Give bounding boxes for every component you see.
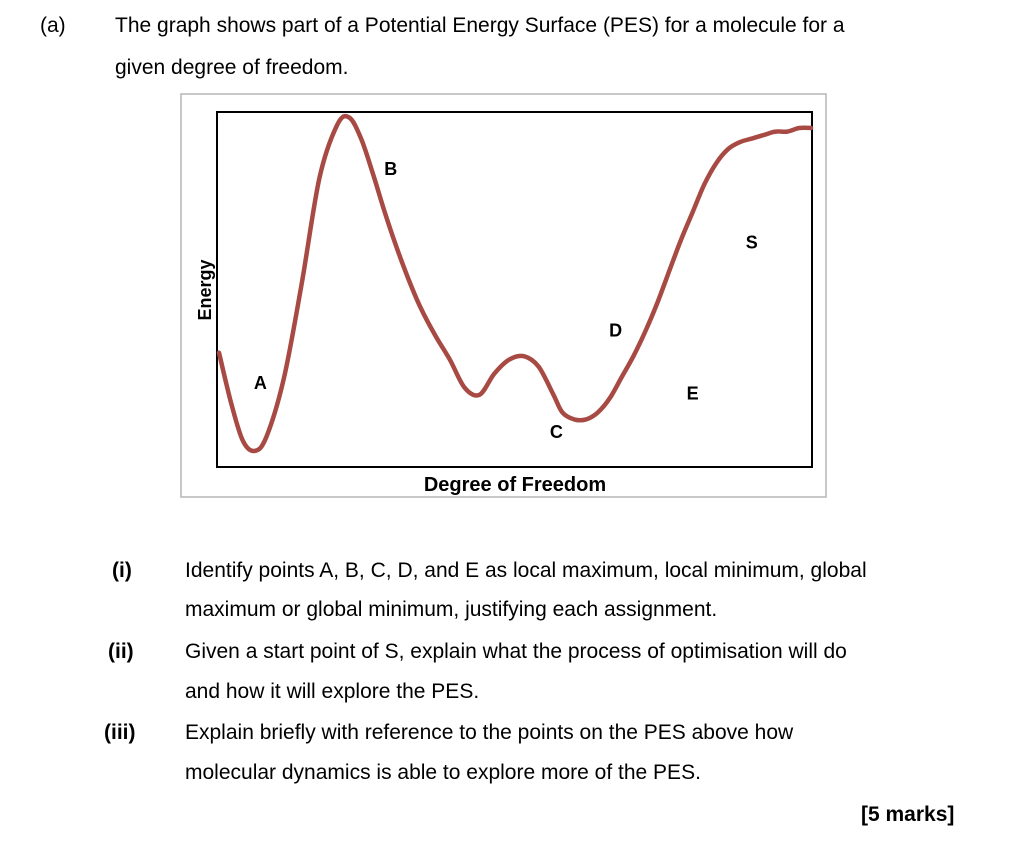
subquestion-ii-line-1: Given a start point of S, explain what t… bbox=[185, 640, 847, 663]
point-label-c: C bbox=[550, 422, 563, 442]
pes-curve bbox=[216, 113, 814, 454]
y-axis-label: Energy bbox=[195, 259, 215, 320]
point-label-b: B bbox=[384, 159, 397, 179]
x-axis-label: Degree of Freedom bbox=[424, 474, 606, 496]
subquestion-i-line-1: Identify points A, B, C, D, and E as loc… bbox=[185, 559, 867, 582]
plot-area bbox=[216, 111, 813, 468]
subquestion-iii-line-2: molecular dynamics is able to explore mo… bbox=[185, 761, 701, 784]
subquestion-label-i: (i) bbox=[112, 559, 132, 582]
intro-line-2: given degree of freedom. bbox=[115, 56, 349, 79]
subquestion-label-iii: (iii) bbox=[104, 721, 136, 744]
point-label-s: S bbox=[746, 233, 758, 253]
intro-line-1: The graph shows part of a Potential Ener… bbox=[115, 14, 845, 37]
subquestion-i-line-2: maximum or global minimum, justifying ea… bbox=[185, 598, 718, 621]
point-label-d: D bbox=[609, 320, 622, 340]
marks-label: [5 marks] bbox=[861, 803, 955, 826]
part-label: (a) bbox=[40, 14, 66, 37]
point-label-e: E bbox=[687, 384, 699, 404]
subquestion-iii-line-1: Explain briefly with reference to the po… bbox=[185, 721, 794, 744]
subquestion-label-ii: (ii) bbox=[108, 640, 134, 663]
figure-frame bbox=[180, 93, 827, 498]
point-label-a: A bbox=[254, 373, 267, 393]
subquestion-ii-line-2: and how it will explore the PES. bbox=[185, 680, 480, 703]
